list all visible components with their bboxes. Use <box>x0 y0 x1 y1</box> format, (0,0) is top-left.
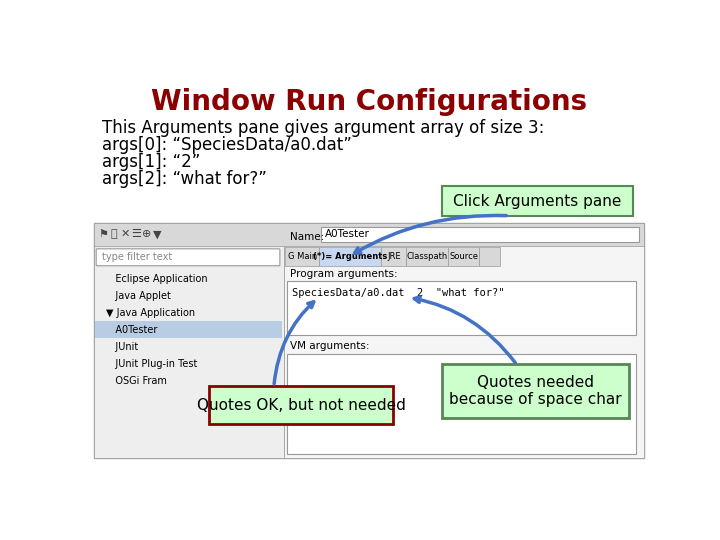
Text: Name:: Name: <box>290 232 324 241</box>
FancyBboxPatch shape <box>442 186 634 217</box>
Text: Classpath: Classpath <box>407 252 448 261</box>
Text: Source: Source <box>449 252 478 261</box>
Text: JRE: JRE <box>387 252 400 261</box>
FancyBboxPatch shape <box>210 386 393 424</box>
Text: ⚑: ⚑ <box>98 229 108 239</box>
Text: JUnit Plug-in Test: JUnit Plug-in Test <box>106 359 197 369</box>
Text: Java Applet: Java Applet <box>106 291 171 301</box>
Text: SpeciesData/a0.dat  2  "what for?": SpeciesData/a0.dat 2 "what for?" <box>292 288 504 298</box>
Text: Window Run Configurations: Window Run Configurations <box>151 88 587 116</box>
FancyBboxPatch shape <box>382 247 406 266</box>
FancyBboxPatch shape <box>479 247 500 266</box>
Text: VM arguments:: VM arguments: <box>290 341 369 351</box>
FancyBboxPatch shape <box>96 249 280 266</box>
FancyBboxPatch shape <box>442 364 629 418</box>
Text: G Main: G Main <box>288 252 317 261</box>
Text: OSGi Fram: OSGi Fram <box>106 375 166 386</box>
Text: JUnit: JUnit <box>106 342 138 352</box>
Text: A0Tester: A0Tester <box>325 229 369 239</box>
Text: ✕: ✕ <box>120 229 130 239</box>
Text: Program arguments:: Program arguments: <box>290 269 397 279</box>
FancyBboxPatch shape <box>448 247 479 266</box>
Text: Eclipse Application: Eclipse Application <box>106 274 207 284</box>
Text: ▼ Java Application: ▼ Java Application <box>106 308 194 318</box>
Text: ▼: ▼ <box>153 229 162 239</box>
Text: args[1]: “2”: args[1]: “2” <box>102 153 200 171</box>
FancyBboxPatch shape <box>94 321 282 338</box>
FancyBboxPatch shape <box>285 247 320 266</box>
FancyBboxPatch shape <box>321 226 639 242</box>
FancyBboxPatch shape <box>287 281 636 335</box>
Text: ⊕: ⊕ <box>142 229 151 239</box>
FancyBboxPatch shape <box>94 222 644 457</box>
Text: A0Tester: A0Tester <box>106 325 157 335</box>
Text: type filter text: type filter text <box>102 252 172 262</box>
Text: args[0]: “SpeciesData/a0.dat”: args[0]: “SpeciesData/a0.dat” <box>102 136 351 154</box>
Text: This Arguments pane gives argument array of size 3:: This Arguments pane gives argument array… <box>102 119 544 137</box>
FancyBboxPatch shape <box>287 354 636 455</box>
FancyBboxPatch shape <box>94 222 284 457</box>
FancyBboxPatch shape <box>320 247 382 266</box>
FancyBboxPatch shape <box>406 247 448 266</box>
FancyBboxPatch shape <box>284 222 644 457</box>
Text: Quotes OK, but not needed: Quotes OK, but not needed <box>197 397 405 413</box>
Text: (*)= Arguments: (*)= Arguments <box>313 252 387 261</box>
Text: ☰: ☰ <box>131 229 140 239</box>
FancyBboxPatch shape <box>94 222 644 246</box>
Text: Quotes needed
because of space char: Quotes needed because of space char <box>449 375 622 408</box>
Text: Click Arguments pane: Click Arguments pane <box>454 194 622 208</box>
Text: args[2]: “what for?”: args[2]: “what for?” <box>102 170 266 187</box>
Text: ⬜: ⬜ <box>111 229 117 239</box>
